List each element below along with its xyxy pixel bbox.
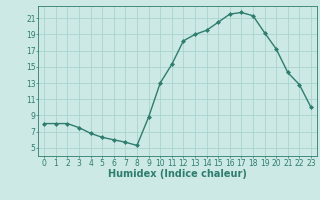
X-axis label: Humidex (Indice chaleur): Humidex (Indice chaleur) xyxy=(108,169,247,179)
